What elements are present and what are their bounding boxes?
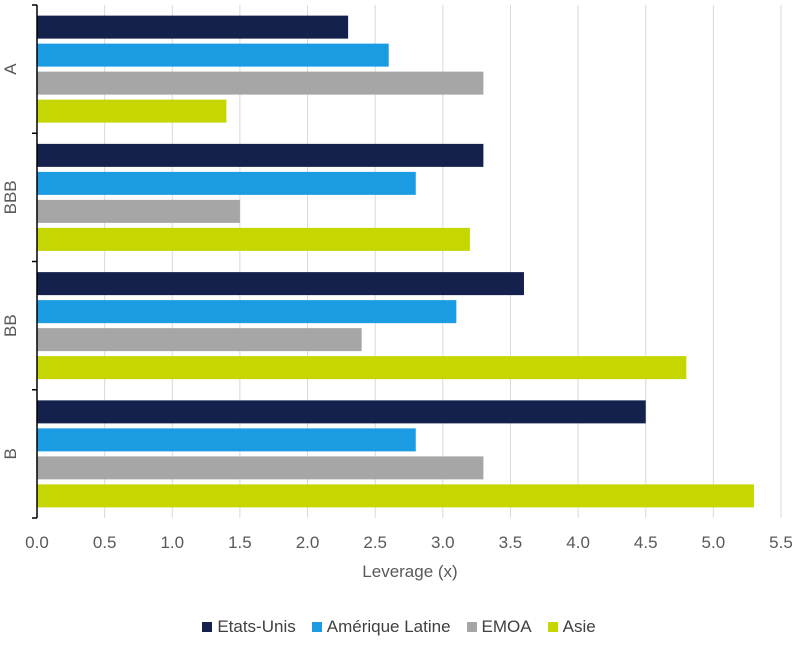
legend-item: Asie — [547, 617, 596, 637]
legend-swatch — [466, 622, 477, 632]
x-tick-label: 1.5 — [228, 533, 252, 552]
bars — [37, 15, 754, 508]
bar-bbb-asie — [37, 227, 470, 251]
x-tick-labels: 0.0 0.5 1.0 1.5 2.0 2.5 3.0 3.5 4.0 4.5 5.0 5.5 — [25, 533, 793, 552]
bar-bb-etats-unis — [37, 272, 524, 296]
x-tick-label: 3.5 — [499, 533, 523, 552]
bar-chart: 0.0 0.5 1.0 1.5 2.0 2.5 3.0 3.5 4.0 4.5 5.0 5.5 ABB… — [1, 4, 793, 581]
bar-b-asie — [37, 484, 754, 508]
bar-bbb-amérique-latine — [37, 171, 416, 195]
legend-item: Amérique Latine — [311, 617, 451, 637]
legend-label: Etats-Unis — [217, 617, 296, 636]
axes — [32, 4, 38, 519]
legend-swatch — [202, 622, 213, 632]
bar-a-emoa — [37, 71, 484, 95]
x-tick-label: 5.0 — [702, 533, 726, 552]
bar-b-emoa — [37, 456, 484, 480]
legend-label: Amérique Latine — [326, 617, 451, 636]
bar-bbb-emoa — [37, 199, 240, 223]
x-tick-label: 2.0 — [296, 533, 320, 552]
legend: Etats-Unis Amérique Latine EMOA Asie — [0, 617, 798, 637]
x-tick-label: 1.0 — [160, 533, 184, 552]
bar-bb-amérique-latine — [37, 300, 457, 324]
bar-bb-emoa — [37, 328, 362, 352]
bar-b-amérique-latine — [37, 428, 416, 452]
legend-item: Etats-Unis — [202, 617, 296, 637]
legend-label: EMOA — [481, 617, 532, 636]
y-tick-label: BBB — [1, 180, 20, 214]
x-tick-label: 4.0 — [566, 533, 590, 552]
y-tick-label: A — [1, 63, 20, 75]
legend-swatch — [547, 622, 558, 632]
legend-label: Asie — [562, 617, 596, 636]
x-tick-label: 0.5 — [93, 533, 117, 552]
legend-item: EMOA — [466, 617, 532, 637]
x-tick-label: 5.5 — [769, 533, 793, 552]
bar-b-etats-unis — [37, 400, 646, 424]
y-tick-label: BB — [1, 314, 20, 337]
x-tick-label: 2.5 — [363, 533, 387, 552]
bar-a-etats-unis — [37, 15, 349, 39]
legend-swatch — [311, 622, 322, 632]
x-tick-label: 4.5 — [634, 533, 658, 552]
x-tick-label: 0.0 — [25, 533, 49, 552]
bar-a-asie — [37, 99, 227, 123]
x-axis-title: Leverage (x) — [362, 562, 457, 581]
bar-bb-asie — [37, 356, 687, 380]
bar-bbb-etats-unis — [37, 143, 484, 167]
y-tick-label: B — [1, 448, 20, 459]
bar-a-amérique-latine — [37, 43, 389, 67]
x-tick-label: 3.0 — [431, 533, 455, 552]
